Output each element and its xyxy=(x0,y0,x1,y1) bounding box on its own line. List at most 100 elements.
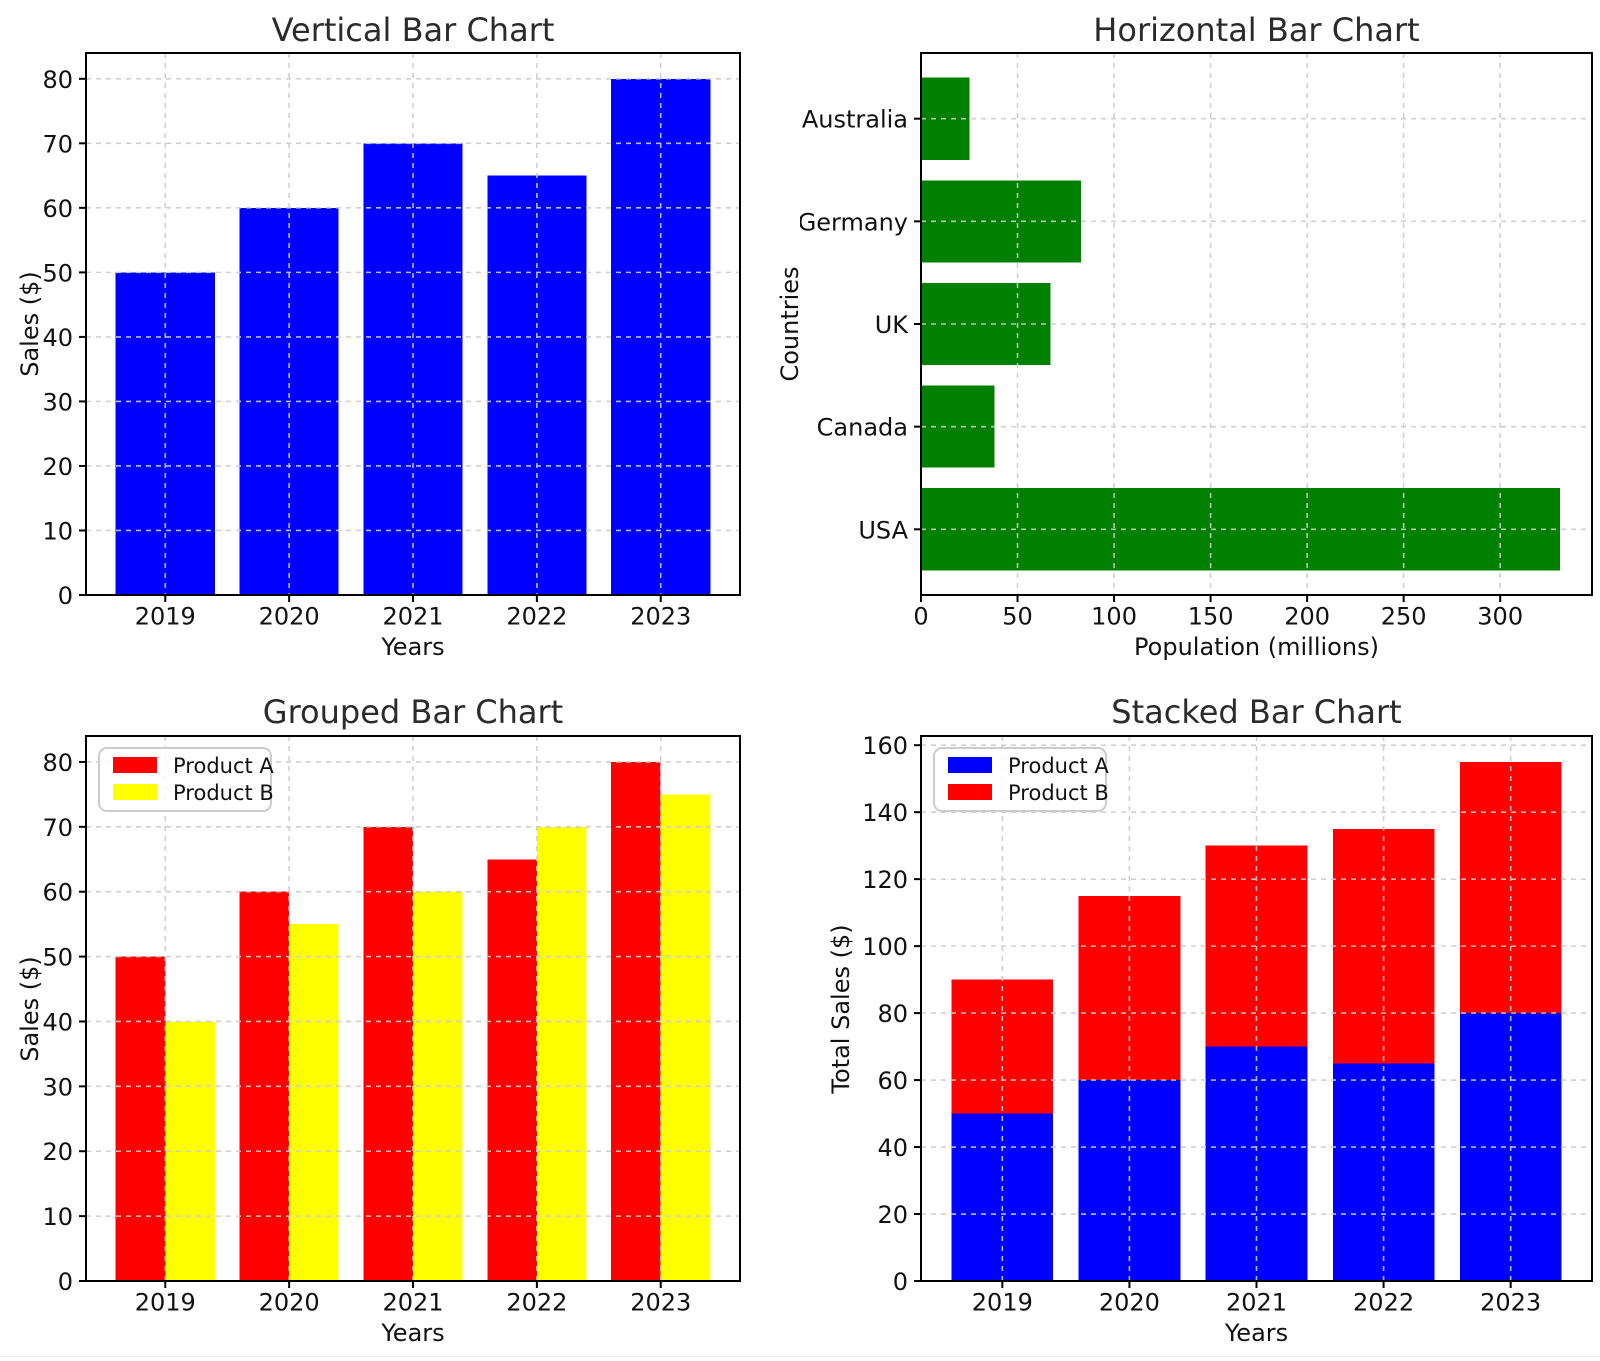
bar-Product-A-2021 xyxy=(1205,1046,1308,1281)
svg-text:10: 10 xyxy=(42,517,73,545)
svg-text:2023: 2023 xyxy=(1480,1289,1541,1317)
svg-text:0: 0 xyxy=(58,582,73,610)
svg-text:100: 100 xyxy=(862,933,908,961)
y-axis-label: Total Sales ($) xyxy=(827,923,855,1094)
grouped-bar-chart: 2019 2020 2021 2022 2023 0 10 20 30 40 50 60 70 80 Pro… xyxy=(0,680,800,1361)
chart-title: Horizontal Bar Chart xyxy=(1093,11,1420,49)
stacked-bar-chart: 2019 2020 2021 2022 2023 0 20 40 60 80 100 120 140 16… xyxy=(800,680,1600,1361)
bar-Product-A-2021 xyxy=(363,826,413,1281)
svg-text:100: 100 xyxy=(1091,603,1137,631)
svg-text:2019: 2019 xyxy=(135,1289,196,1317)
grouped-bar-chart-plot: 2019 2020 2021 2022 2023 0 10 20 30 40 50 60 70 80 Pro… xyxy=(42,735,741,1317)
axes: 2019 2020 2021 2022 2023 0 10 20 30 40 50 60 70 80 xyxy=(42,52,741,631)
horizontal-bar-chart: Australia Germany UK Canada USA 0 50 100 150 200 2… xyxy=(776,0,1600,681)
vertical-bar-chart: 2019 2020 2021 2022 2023 0 10 20 30 40 50 60 70 80 Ve… xyxy=(0,0,800,681)
svg-text:2020: 2020 xyxy=(259,603,320,631)
svg-text:2023: 2023 xyxy=(630,1289,691,1317)
legend-swatch-Product-B xyxy=(948,784,992,800)
svg-text:20: 20 xyxy=(42,1138,73,1166)
svg-text:80: 80 xyxy=(42,749,73,777)
svg-text:150: 150 xyxy=(1188,603,1234,631)
svg-text:2021: 2021 xyxy=(382,603,443,631)
svg-text:50: 50 xyxy=(1002,603,1033,631)
chart-title: Grouped Bar Chart xyxy=(262,693,564,731)
bar-Product-A-2019 xyxy=(115,956,166,1281)
bar-Product-B-2022 xyxy=(536,826,587,1281)
legend-label-Product-B: Product B xyxy=(173,781,274,805)
chart-title: Vertical Bar Chart xyxy=(271,11,555,49)
svg-text:70: 70 xyxy=(42,130,73,158)
svg-text:Australia: Australia xyxy=(802,106,908,134)
legend-label-Product-A: Product A xyxy=(173,754,274,778)
chart-title: Stacked Bar Chart xyxy=(1111,693,1402,731)
svg-text:40: 40 xyxy=(42,324,73,352)
legend: Product A Product B xyxy=(933,747,1109,812)
axes: 2019 2020 2021 2022 2023 0 20 40 60 80 100 120 140 16… xyxy=(862,732,1593,1317)
svg-text:140: 140 xyxy=(862,799,908,827)
bar-Product-B-2020 xyxy=(289,924,339,1281)
y-axis-label: Sales ($) xyxy=(16,955,44,1062)
gridlines xyxy=(86,53,740,595)
svg-text:80: 80 xyxy=(877,1000,908,1028)
gridlines xyxy=(86,736,740,1281)
svg-text:0: 0 xyxy=(58,1268,73,1296)
bar-Product-B-2023 xyxy=(660,794,711,1281)
bar-2021 xyxy=(363,143,463,596)
svg-text:300: 300 xyxy=(1477,603,1523,631)
svg-text:40: 40 xyxy=(877,1134,908,1162)
stacked-bar-chart-plot: 2019 2020 2021 2022 2023 0 20 40 60 80 100 120 140 16… xyxy=(862,732,1593,1317)
svg-text:20: 20 xyxy=(877,1201,908,1229)
svg-text:Germany: Germany xyxy=(800,208,908,236)
svg-text:50: 50 xyxy=(42,259,73,287)
legend-swatch-Product-A xyxy=(948,757,992,773)
legend-swatch-Product-B xyxy=(113,784,157,800)
svg-text:2019: 2019 xyxy=(135,603,196,631)
svg-text:2020: 2020 xyxy=(259,1289,320,1317)
svg-text:2019: 2019 xyxy=(972,1289,1033,1317)
svg-text:2022: 2022 xyxy=(506,1289,567,1317)
y-axis-label: Countries xyxy=(776,266,804,382)
svg-text:USA: USA xyxy=(858,516,908,544)
legend-swatch-Product-A xyxy=(113,757,157,773)
bar-Product-A-2022 xyxy=(487,859,537,1281)
svg-text:60: 60 xyxy=(877,1067,908,1095)
svg-text:2023: 2023 xyxy=(630,603,691,631)
legend-label-Product-B: Product B xyxy=(1008,781,1109,805)
x-axis-label: Population (millions) xyxy=(1134,633,1379,661)
svg-text:0: 0 xyxy=(893,1268,908,1296)
x-axis-label: Years xyxy=(381,1319,445,1347)
svg-text:60: 60 xyxy=(42,879,73,907)
svg-text:70: 70 xyxy=(42,814,73,842)
gridlines xyxy=(921,736,1592,1281)
svg-text:UK: UK xyxy=(875,311,910,339)
bottom-hairline xyxy=(0,1356,1600,1357)
horizontal-bar-chart-plot: Australia Germany UK Canada USA 0 50 100 150 200 2… xyxy=(800,52,1593,631)
svg-text:2022: 2022 xyxy=(1353,1289,1414,1317)
svg-text:20: 20 xyxy=(42,453,73,481)
svg-text:200: 200 xyxy=(1284,603,1330,631)
x-axis-label: Years xyxy=(1224,1319,1289,1347)
x-axis-label: Years xyxy=(381,633,445,661)
svg-text:2022: 2022 xyxy=(506,603,567,631)
svg-text:30: 30 xyxy=(42,388,73,416)
svg-text:2021: 2021 xyxy=(382,1289,443,1317)
svg-text:10: 10 xyxy=(42,1203,73,1231)
svg-text:2020: 2020 xyxy=(1099,1289,1160,1317)
svg-text:2021: 2021 xyxy=(1226,1289,1287,1317)
svg-text:60: 60 xyxy=(42,195,73,223)
svg-text:160: 160 xyxy=(862,732,908,760)
svg-text:250: 250 xyxy=(1381,603,1427,631)
axes: Australia Germany UK Canada USA 0 50 100 150 200 2… xyxy=(800,52,1593,631)
legend: Product A Product B xyxy=(98,747,274,812)
svg-text:50: 50 xyxy=(42,944,73,972)
vertical-bar-chart-plot: 2019 2020 2021 2022 2023 0 10 20 30 40 50 60 70 80 xyxy=(42,52,741,631)
svg-text:120: 120 xyxy=(862,866,908,894)
gridlines xyxy=(921,53,1592,595)
svg-text:30: 30 xyxy=(42,1073,73,1101)
legend-label-Product-A: Product A xyxy=(1008,754,1109,778)
axes: 2019 2020 2021 2022 2023 0 10 20 30 40 50 60 70 80 xyxy=(42,735,741,1317)
svg-text:40: 40 xyxy=(42,1008,73,1036)
svg-text:0: 0 xyxy=(913,603,928,631)
y-axis-label: Sales ($) xyxy=(16,271,44,377)
